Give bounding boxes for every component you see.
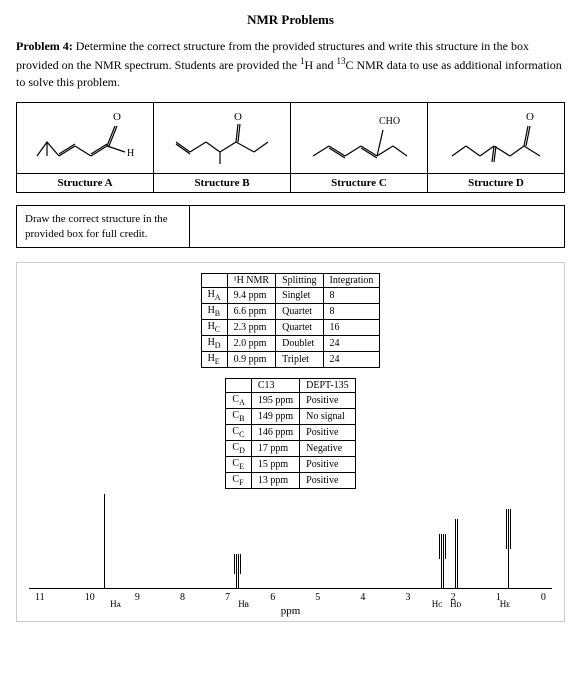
tick: 11	[35, 592, 45, 603]
peak-label-hb: Hʙ	[238, 599, 249, 609]
structure-d-cell: O Structure D	[428, 103, 564, 192]
h-label: H	[127, 148, 134, 159]
problem-statement: Problem 4: Determine the correct structu…	[16, 38, 565, 90]
tick: 8	[180, 592, 185, 603]
structure-a-cell: O H Structure A	[17, 103, 154, 192]
peak-label-hd: Hᴅ	[450, 599, 461, 609]
svg-text:CHO: CHO	[379, 116, 400, 127]
tick: 9	[135, 592, 140, 603]
page-title: NMR Problems	[16, 12, 565, 28]
peak-label-he: Hᴇ	[500, 599, 511, 609]
data-tables: ¹H NMRSplittingIntegrationHA9.4 ppmSingl…	[29, 273, 552, 489]
o-label: O	[113, 111, 121, 123]
axis-label: ppm	[29, 605, 552, 617]
problem-text-part2: H and	[304, 58, 336, 72]
svg-text:O: O	[526, 111, 534, 123]
answer-box-row: Draw the correct structure in the provid…	[16, 205, 565, 248]
h-nmr-table: ¹H NMRSplittingIntegrationHA9.4 ppmSingl…	[201, 273, 381, 368]
structure-d-image: O	[428, 103, 564, 173]
axis-ticks: 11109876543210	[29, 592, 552, 603]
peak-label-ha: Hᴀ	[110, 599, 121, 609]
peak-group	[104, 494, 105, 589]
structures-row: O H Structure A O Structure B CHO Struct…	[16, 102, 565, 193]
structure-b-label: Structure B	[154, 173, 290, 192]
structure-c-label: Structure C	[291, 173, 427, 192]
answer-instruction: Draw the correct structure in the provid…	[16, 205, 190, 248]
tick: 0	[541, 592, 546, 603]
spectrum-plot: 11109876543210 ppm Hᴀ Hʙ Hᴄ Hᴅ Hᴇ	[29, 477, 552, 617]
structure-b-cell: O Structure B	[154, 103, 291, 192]
peak-label-hc: Hᴄ	[432, 599, 443, 609]
tick: 10	[85, 592, 95, 603]
peak-group	[506, 509, 511, 589]
c13-table: C13DEPT-135CA195 ppmPositiveCB149 ppmNo …	[225, 378, 355, 489]
tick: 6	[270, 592, 275, 603]
peak-group	[234, 554, 241, 589]
structure-a-image: O H	[17, 103, 153, 173]
tick: 3	[406, 592, 411, 603]
structure-c-image: CHO	[291, 103, 427, 173]
baseline	[29, 588, 552, 589]
problem-label: Problem 4:	[16, 39, 73, 53]
structure-a-label: Structure A	[17, 173, 153, 192]
spectrum-area: ¹H NMRSplittingIntegrationHA9.4 ppmSingl…	[16, 262, 565, 622]
tick: 7	[225, 592, 230, 603]
tick: 5	[315, 592, 320, 603]
structure-c-cell: CHO Structure C	[291, 103, 428, 192]
answer-drawing-area	[190, 205, 565, 248]
tick: 4	[360, 592, 365, 603]
structure-b-image: O	[154, 103, 290, 173]
svg-text:O: O	[234, 111, 242, 123]
peak-group	[455, 519, 458, 589]
structure-d-label: Structure D	[428, 173, 564, 192]
peak-group	[439, 534, 446, 589]
